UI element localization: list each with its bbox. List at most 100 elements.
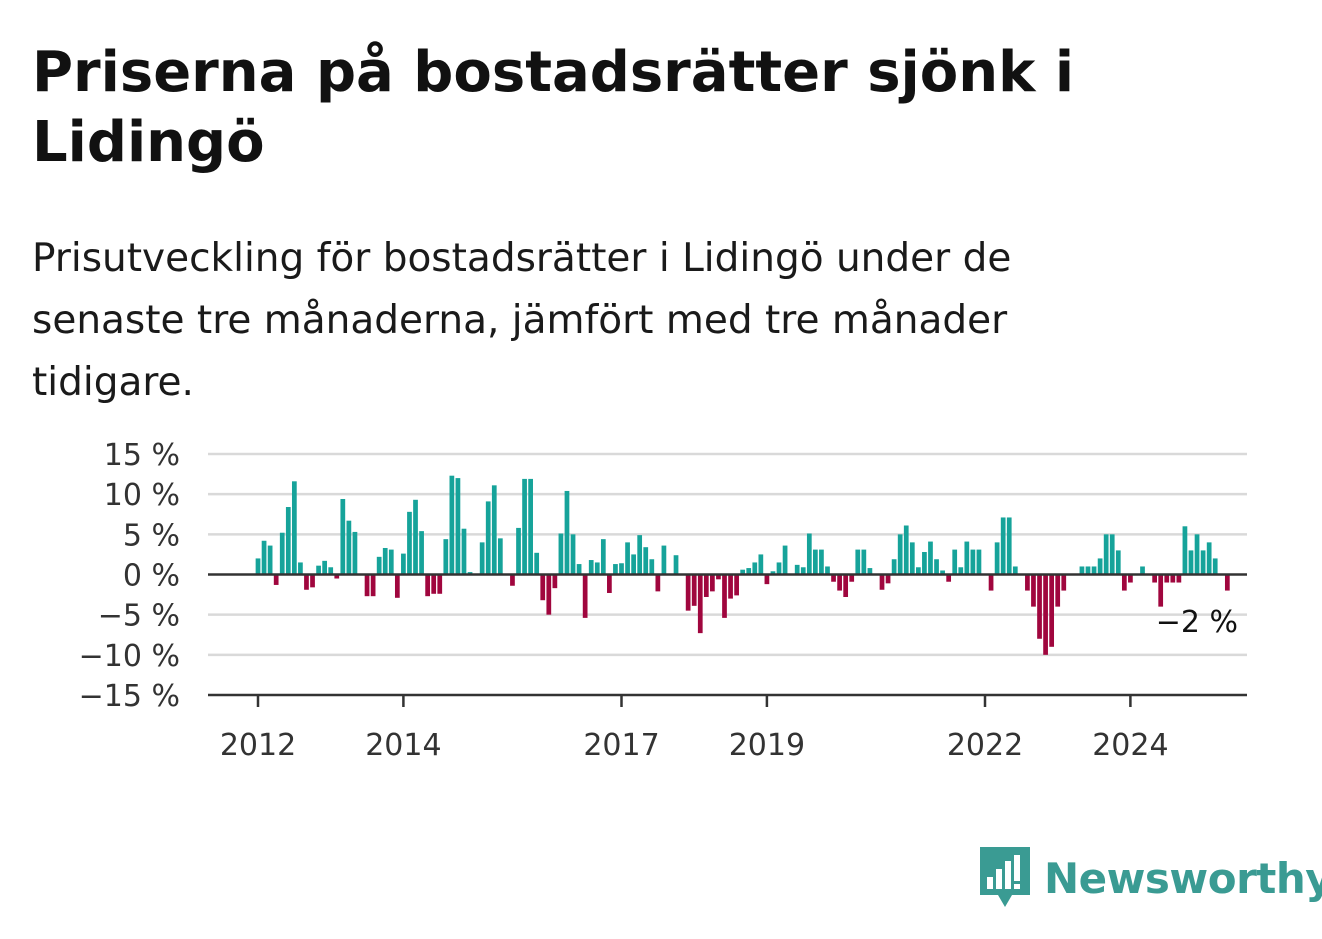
- bar: [940, 570, 945, 575]
- bar: [1200, 550, 1206, 575]
- bar: [752, 562, 758, 575]
- newsworthy-logo: Newsworthy: [980, 847, 1322, 908]
- bar: [298, 562, 303, 575]
- bar: [600, 539, 606, 575]
- bar: [1012, 566, 1018, 575]
- y-tick-label: −5 %: [98, 599, 180, 634]
- bar: [831, 574, 836, 582]
- bar: [837, 574, 842, 591]
- bar: [364, 574, 370, 597]
- bar: [261, 540, 267, 575]
- bar: [1055, 574, 1061, 607]
- bar: [867, 568, 873, 575]
- bar: [631, 554, 636, 575]
- bar: [710, 574, 715, 592]
- bar: [328, 567, 334, 575]
- bar: [1115, 550, 1121, 575]
- y-tick-label: 0 %: [123, 559, 180, 594]
- y-tick-label: −15 %: [79, 679, 180, 714]
- bar: [582, 574, 588, 618]
- bar: [304, 574, 309, 590]
- bar: [1212, 558, 1218, 575]
- bar: [1000, 517, 1006, 575]
- x-tick-label: 2012: [220, 728, 296, 763]
- bar: [552, 574, 558, 589]
- bar: [546, 574, 552, 615]
- bar: [540, 574, 546, 601]
- x-tick-label: 2019: [729, 728, 805, 763]
- bar: [1224, 574, 1230, 591]
- bar: [879, 574, 885, 590]
- bar: [1152, 574, 1157, 583]
- bar: [382, 547, 388, 575]
- bar: [1085, 566, 1091, 575]
- x-tick-label: 2024: [1092, 728, 1168, 763]
- bar: [916, 567, 921, 575]
- bar: [449, 475, 455, 575]
- bar: [419, 531, 424, 575]
- bar: [1170, 574, 1176, 583]
- bar: [1097, 558, 1103, 575]
- bar: [413, 499, 418, 575]
- bar: [825, 566, 830, 575]
- x-tick-label: 2017: [583, 728, 659, 763]
- bars: [255, 475, 1230, 655]
- bar: [922, 552, 927, 575]
- bar: [437, 574, 443, 594]
- bar: [1031, 574, 1036, 607]
- bar: [800, 567, 806, 575]
- bar: [497, 538, 503, 575]
- bar: [897, 534, 903, 575]
- bar: [431, 574, 437, 594]
- bar: [255, 558, 261, 575]
- bar: [1164, 574, 1170, 583]
- bar: [643, 547, 649, 575]
- bar: [637, 535, 643, 575]
- bar: [619, 563, 624, 575]
- bar: [843, 574, 849, 597]
- y-axis-labels: 15 % 10 % 5 % 0 % −5 % −10 % −15 %: [79, 438, 180, 714]
- y-tick-label: 10 %: [104, 478, 180, 513]
- bar: [861, 549, 867, 575]
- bar: [994, 542, 1000, 575]
- bar: [758, 554, 764, 575]
- bar: [976, 549, 982, 575]
- bar: [988, 574, 994, 591]
- bar: [685, 574, 691, 611]
- y-tick-label: 5 %: [123, 518, 180, 553]
- bar: [964, 541, 970, 575]
- bar: [728, 574, 733, 599]
- bar: [819, 549, 824, 575]
- bar: [576, 564, 582, 575]
- bar: [970, 549, 976, 575]
- bar: [885, 574, 891, 584]
- bar: [740, 569, 746, 575]
- bar: [703, 574, 709, 597]
- bar: [485, 501, 491, 575]
- bar: [1194, 534, 1200, 575]
- bar: [909, 542, 915, 575]
- bar: [891, 559, 897, 575]
- bar: [334, 574, 340, 579]
- bar: [1049, 574, 1055, 647]
- bar: [691, 574, 697, 606]
- bar: [661, 545, 667, 575]
- bar: [1176, 574, 1182, 583]
- bar: [1103, 534, 1109, 575]
- bar: [613, 564, 618, 575]
- bar: [794, 564, 800, 575]
- bar: [443, 539, 449, 575]
- bar: [522, 478, 527, 575]
- bar: [461, 528, 467, 575]
- bar: [455, 478, 461, 575]
- x-axis-labels: 2012 2014 2017 2019 2022 2024: [220, 728, 1169, 763]
- axes: [208, 573, 1247, 707]
- bar: [855, 549, 861, 575]
- bar: [625, 542, 630, 575]
- bar: [1206, 542, 1212, 575]
- bar: [716, 574, 721, 580]
- bar: [655, 574, 661, 592]
- bar: [285, 507, 291, 575]
- bar: [1128, 574, 1133, 583]
